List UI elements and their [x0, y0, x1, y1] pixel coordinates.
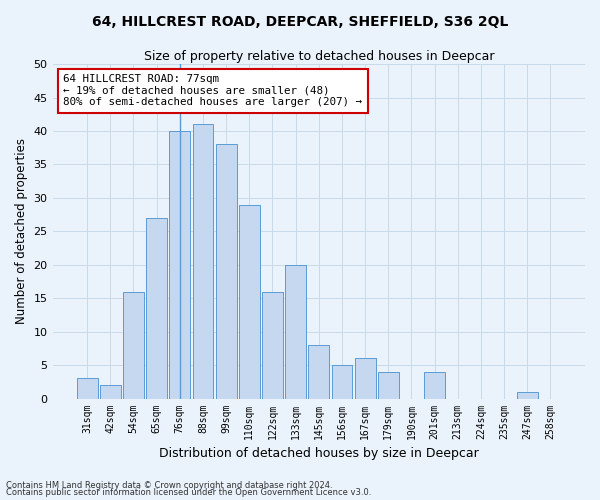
Bar: [332, 365, 352, 398]
Text: 64, HILLCREST ROAD, DEEPCAR, SHEFFIELD, S36 2QL: 64, HILLCREST ROAD, DEEPCAR, SHEFFIELD, …: [92, 15, 508, 29]
Y-axis label: Number of detached properties: Number of detached properties: [15, 138, 28, 324]
X-axis label: Distribution of detached houses by size in Deepcar: Distribution of detached houses by size …: [159, 447, 479, 460]
Bar: [169, 131, 190, 398]
Bar: [517, 392, 538, 398]
Bar: [285, 265, 306, 398]
Bar: [239, 204, 260, 398]
Text: Contains HM Land Registry data © Crown copyright and database right 2024.: Contains HM Land Registry data © Crown c…: [6, 480, 332, 490]
Bar: [355, 358, 376, 399]
Text: Contains public sector information licensed under the Open Government Licence v3: Contains public sector information licen…: [6, 488, 371, 497]
Bar: [77, 378, 98, 398]
Bar: [308, 345, 329, 399]
Bar: [193, 124, 214, 398]
Bar: [216, 144, 236, 398]
Bar: [424, 372, 445, 398]
Bar: [123, 292, 144, 399]
Bar: [262, 292, 283, 399]
Title: Size of property relative to detached houses in Deepcar: Size of property relative to detached ho…: [143, 50, 494, 63]
Text: 64 HILLCREST ROAD: 77sqm
← 19% of detached houses are smaller (48)
80% of semi-d: 64 HILLCREST ROAD: 77sqm ← 19% of detach…: [63, 74, 362, 108]
Bar: [146, 218, 167, 398]
Bar: [378, 372, 398, 398]
Bar: [100, 385, 121, 398]
